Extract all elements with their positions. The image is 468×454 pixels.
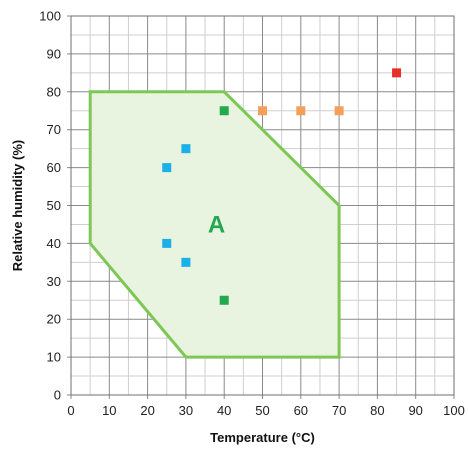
tick-labels: 0 10 20 30 40 50 60 70 80 90 100 0 10 20 30 40 50 60 70 80 9…: [39, 9, 465, 419]
points-layer: [162, 68, 402, 305]
y-tick-label: 20: [47, 312, 61, 327]
data-point: [219, 106, 229, 116]
x-tick-label: 30: [179, 403, 193, 418]
y-tick-label: 10: [47, 350, 61, 365]
data-point: [181, 144, 191, 154]
data-point: [219, 295, 229, 305]
x-tick-label: 80: [370, 403, 384, 418]
y-tick-label: 0: [54, 388, 61, 403]
x-axis-title: Temperature (°C): [210, 430, 315, 445]
region-a-label: A: [208, 211, 225, 238]
data-point: [162, 163, 172, 173]
x-tick-label: 100: [443, 403, 465, 418]
y-tick-label: 40: [47, 236, 61, 251]
plot-frame: [70, 15, 455, 396]
x-tick-label: 60: [294, 403, 308, 418]
data-point: [258, 106, 267, 116]
data-point: [162, 238, 172, 248]
region-layer: A: [88, 90, 341, 359]
x-tick-label: 0: [67, 403, 74, 418]
data-point: [296, 106, 306, 116]
data-point: [181, 257, 191, 267]
y-tick-label: 50: [47, 198, 61, 213]
x-tick-label: 10: [102, 403, 116, 418]
y-tick-label: 100: [39, 9, 61, 24]
y-tick-label: 30: [47, 274, 61, 289]
y-tick-label: 90: [47, 46, 61, 61]
y-tick-label: 80: [47, 84, 61, 99]
data-point: [392, 68, 402, 78]
data-point: [334, 106, 344, 116]
y-tick-label: 70: [47, 122, 61, 137]
x-tick-label: 50: [255, 403, 269, 418]
region-a-polygon: [88, 90, 341, 359]
y-tick-label: 60: [47, 160, 61, 175]
x-tick-label: 70: [332, 403, 346, 418]
x-tick-label: 90: [408, 403, 422, 418]
x-tick-label: 20: [140, 403, 154, 418]
x-tick-label: 40: [217, 403, 231, 418]
y-axis-title: Relative humidity (%): [10, 140, 25, 271]
